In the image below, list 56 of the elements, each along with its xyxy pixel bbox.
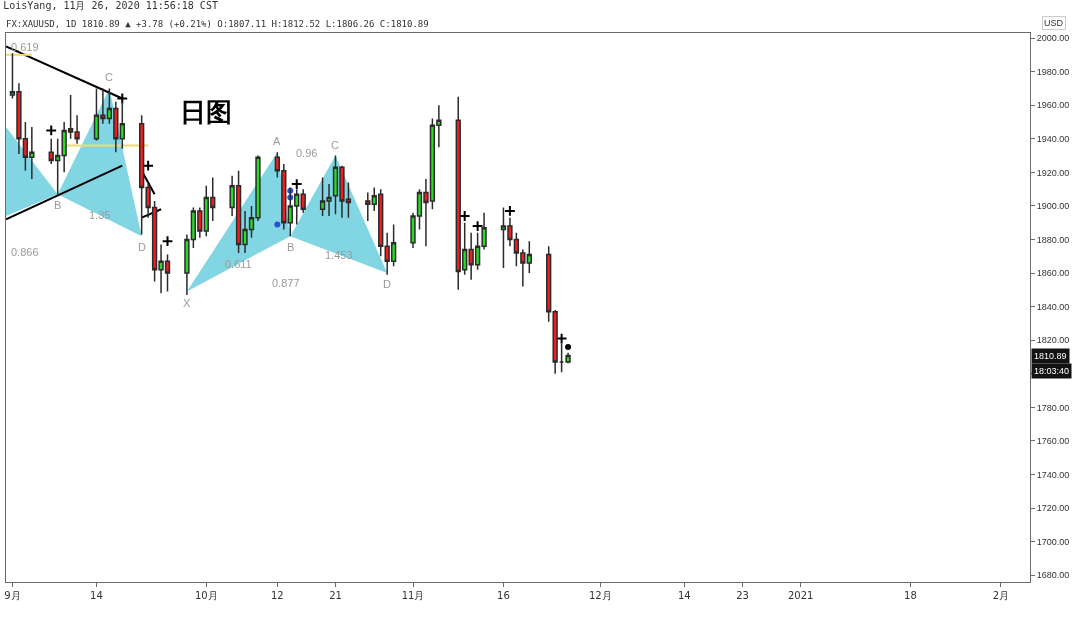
x-tick-label: 10月	[194, 590, 218, 601]
annotation: D	[138, 241, 146, 253]
point	[116, 92, 129, 105]
y-tick-label: 1980.00	[1036, 66, 1070, 77]
y-tick-label: 1900.00	[1036, 201, 1070, 212]
y-tick-label: 2000.00	[1036, 33, 1070, 44]
y-tick-label: 1760.00	[1036, 436, 1070, 447]
point	[290, 178, 303, 190]
point	[471, 220, 484, 232]
annotation: 0.96	[296, 147, 318, 159]
annotation: B	[287, 241, 295, 253]
y-tick-label: 1880.00	[1036, 234, 1070, 245]
y-tick-label: 1940.00	[1036, 133, 1070, 144]
annotation: 0.866	[11, 246, 39, 258]
point	[45, 124, 58, 137]
x-tick-label: 2月	[992, 590, 1010, 601]
y-tick-label: 1920.00	[1036, 167, 1070, 178]
point	[565, 343, 572, 350]
x-tick-label: 9月	[4, 590, 21, 601]
x-tick-label: 23	[736, 590, 749, 601]
point	[274, 221, 281, 228]
y-tick-label: 1700.00	[1036, 536, 1070, 547]
annotation: A	[273, 135, 281, 147]
annotation: D	[383, 278, 391, 290]
candlestick	[365, 191, 371, 222]
x-tick-label: 14	[677, 590, 691, 601]
annotation: C	[105, 71, 113, 83]
annotation: B	[54, 199, 62, 211]
y-tick-label: 1820.00	[1036, 335, 1070, 346]
annotation: X	[183, 297, 191, 309]
chart-title: LoisYang, 11月 26, 2020 11:56:18 CST	[3, 0, 218, 11]
chart-subtitle: FX:XAUUSD, 1D 1810.89 ▲ +3.78 (+0.21%) O:1807.11 H:1812.52 L:1806.26 C:1810.89	[6, 19, 429, 29]
y-tick-label: 1780.00	[1036, 402, 1070, 413]
annotation: 0.619	[11, 41, 39, 53]
text: 1810.89	[1034, 351, 1067, 361]
y-tick-label: 1840.00	[1036, 301, 1070, 312]
x-tick-label: 12	[270, 590, 284, 601]
annotation: 0.877	[272, 277, 300, 289]
point	[504, 205, 516, 217]
x-tick-label: 14	[90, 590, 103, 601]
y-tick-label: 1740.00	[1036, 469, 1070, 480]
x-tick-label: 21	[329, 590, 342, 601]
annotation: C	[331, 139, 339, 151]
x-tick-label: 12月	[589, 590, 612, 601]
y-tick-label: 1960.00	[1036, 100, 1070, 111]
text: 18:03:40	[1034, 366, 1070, 376]
x-tick-label: 16	[497, 590, 510, 601]
candlestick	[300, 188, 306, 214]
y-tick-label: 1720.00	[1036, 503, 1070, 514]
text: USD	[1044, 18, 1064, 28]
x-tick-label: 2021	[787, 590, 814, 601]
x-tick-label: 18	[904, 590, 917, 601]
annotation: 日图	[180, 97, 232, 127]
x-tick-label: 11月	[401, 590, 425, 601]
y-tick-label: 1860.00	[1036, 268, 1070, 279]
y-tick-label: 1680.00	[1036, 570, 1070, 581]
